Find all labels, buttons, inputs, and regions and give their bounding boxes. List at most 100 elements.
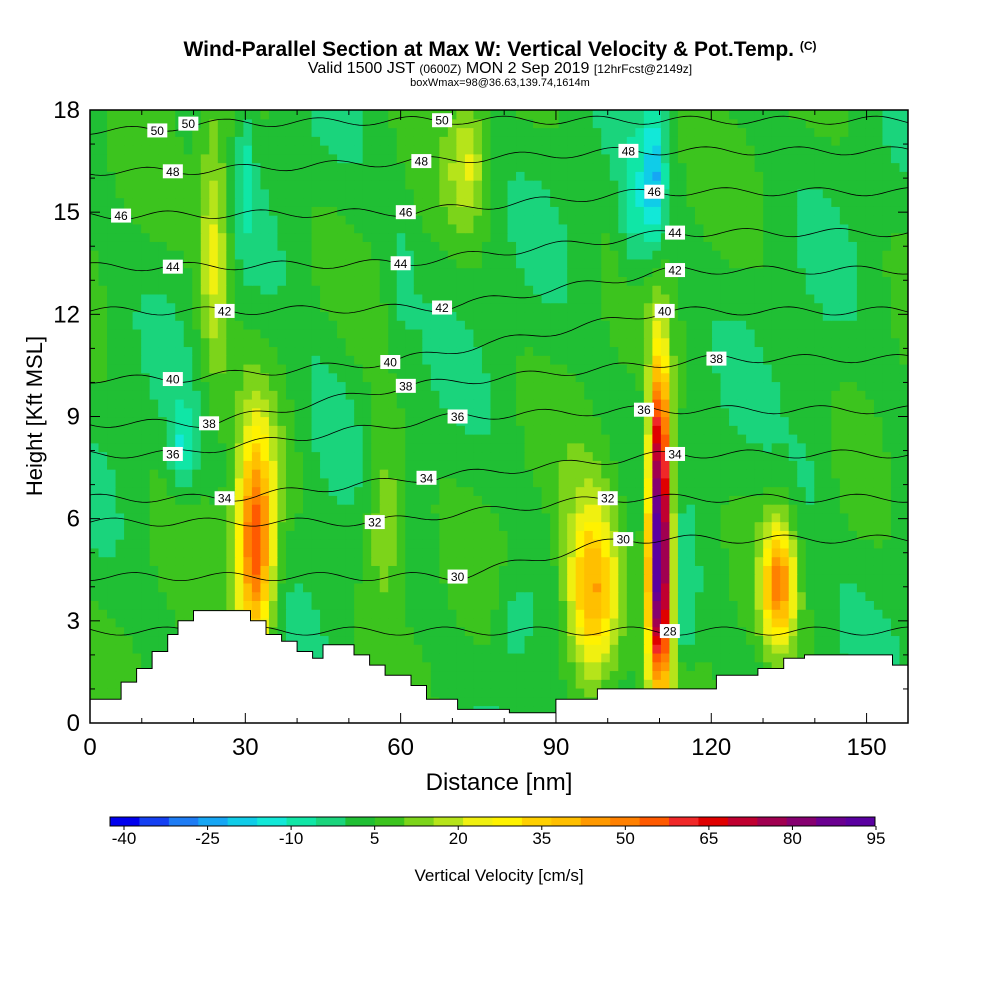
velocity-cell <box>396 661 406 672</box>
velocity-cell <box>712 293 722 304</box>
velocity-cell <box>558 311 568 321</box>
velocity-cell <box>413 504 423 514</box>
velocity-cell <box>729 556 739 566</box>
velocity-cell <box>694 679 705 689</box>
velocity-cell <box>865 600 875 610</box>
velocity-cell <box>464 363 475 374</box>
velocity-cell <box>285 635 296 645</box>
velocity-cell <box>550 425 560 435</box>
velocity-cell <box>550 644 560 654</box>
velocity-cell <box>464 460 475 470</box>
velocity-cell <box>507 285 517 295</box>
velocity-cell <box>677 521 688 531</box>
velocity-cell <box>251 600 262 610</box>
velocity-cell <box>98 626 108 637</box>
velocity-cell <box>516 477 526 488</box>
velocity-cell <box>362 434 372 444</box>
velocity-cell <box>303 311 313 321</box>
velocity-cell <box>694 670 705 680</box>
velocity-cell <box>473 285 483 295</box>
velocity-cell <box>754 425 764 435</box>
velocity-cell <box>712 635 722 645</box>
velocity-cell <box>592 626 602 637</box>
velocity-cell <box>337 504 347 514</box>
velocity-cell <box>567 486 577 496</box>
velocity-cell <box>669 644 679 654</box>
velocity-cell <box>856 390 866 400</box>
velocity-cell <box>345 346 355 356</box>
velocity-cell <box>550 582 560 593</box>
velocity-cell <box>643 363 653 374</box>
velocity-cell <box>729 530 739 540</box>
velocity-cell <box>107 337 117 348</box>
velocity-cell <box>132 644 142 654</box>
velocity-cell <box>371 425 381 435</box>
velocity-cell <box>609 267 619 277</box>
velocity-cell <box>567 311 577 321</box>
velocity-cell <box>481 302 492 313</box>
velocity-cell <box>601 302 611 313</box>
velocity-cell <box>541 442 551 453</box>
velocity-cell <box>354 355 364 365</box>
velocity-cell <box>822 267 832 277</box>
velocity-cell <box>124 617 134 628</box>
velocity-cell <box>618 635 628 645</box>
velocity-cell <box>814 425 824 435</box>
velocity-cell <box>430 617 440 628</box>
velocity-cell <box>729 574 739 584</box>
velocity-cell <box>396 407 406 418</box>
velocity-cell <box>388 565 398 575</box>
velocity-cell <box>337 381 347 391</box>
velocity-cell <box>763 477 773 488</box>
velocity-cell <box>507 328 517 339</box>
velocity-cell <box>234 285 244 295</box>
velocity-cell <box>132 267 142 277</box>
velocity-cell <box>490 547 500 558</box>
velocity-cell <box>183 416 193 426</box>
velocity-cell <box>712 425 722 435</box>
velocity-cell <box>268 267 279 277</box>
velocity-cell <box>609 372 619 383</box>
velocity-cell <box>720 600 730 610</box>
velocity-cell <box>175 512 185 523</box>
velocity-cell <box>499 293 509 304</box>
velocity-cell <box>856 530 866 540</box>
velocity-cell <box>430 398 440 409</box>
velocity-cell <box>430 521 440 531</box>
velocity-cell <box>217 363 227 374</box>
velocity-cell <box>328 381 338 391</box>
velocity-cell <box>354 582 364 593</box>
velocity-cell <box>703 670 713 680</box>
velocity-cell <box>481 539 492 549</box>
velocity-cell <box>456 469 466 479</box>
velocity-cell <box>805 372 815 383</box>
velocity-cell <box>660 495 671 505</box>
velocity-cell <box>660 434 671 444</box>
velocity-cell <box>754 346 764 356</box>
velocity-cell <box>226 504 236 514</box>
velocity-cell <box>217 355 227 365</box>
velocity-cell <box>635 434 645 444</box>
velocity-cell <box>822 556 832 566</box>
velocity-cell <box>149 434 159 444</box>
velocity-cell <box>430 293 440 304</box>
velocity-cell <box>746 293 756 304</box>
velocity-cell <box>320 285 330 295</box>
velocity-cell <box>379 311 389 321</box>
velocity-cell <box>652 626 662 637</box>
velocity-cell <box>413 337 423 348</box>
velocity-cell <box>405 337 415 348</box>
velocity-cell <box>839 504 849 514</box>
velocity-cell <box>763 398 773 409</box>
velocity-cell <box>260 469 270 479</box>
velocity-cell <box>541 416 551 426</box>
velocity-cell <box>558 346 568 356</box>
velocity-cell <box>192 486 202 496</box>
velocity-cell <box>550 407 560 418</box>
velocity-cell <box>839 328 849 339</box>
velocity-cell <box>626 328 636 339</box>
velocity-cell <box>780 495 790 505</box>
velocity-cell <box>592 574 602 584</box>
velocity-cell <box>413 416 423 426</box>
velocity-cell <box>524 451 534 461</box>
